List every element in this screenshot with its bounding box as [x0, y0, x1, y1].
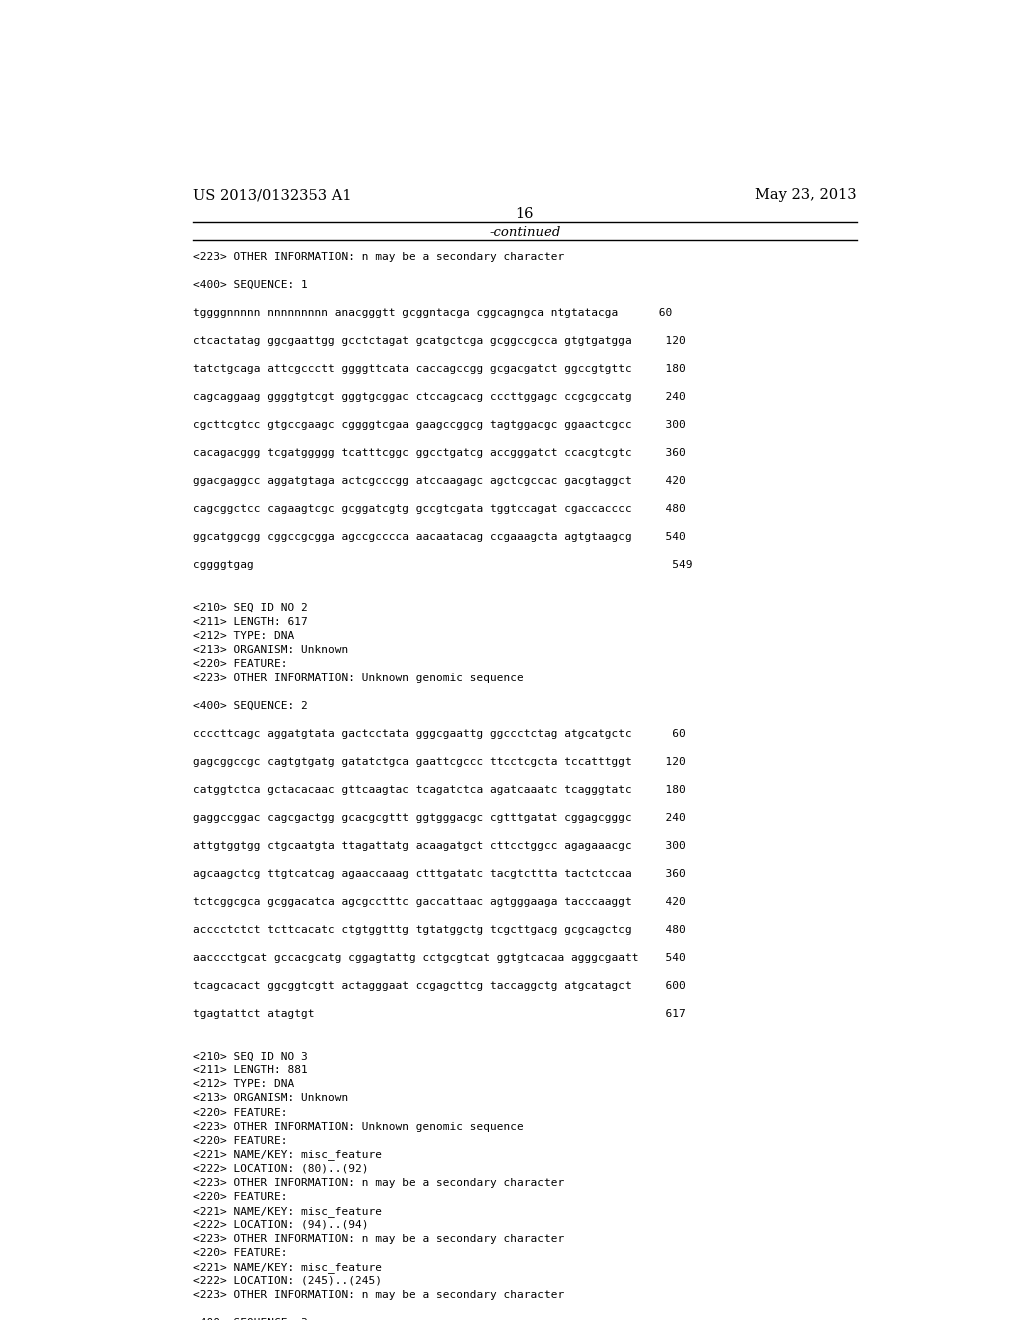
Text: <221> NAME/KEY: misc_feature: <221> NAME/KEY: misc_feature: [194, 1205, 382, 1217]
Text: <400> SEQUENCE: 2: <400> SEQUENCE: 2: [194, 701, 308, 710]
Text: <212> TYPE: DNA: <212> TYPE: DNA: [194, 1080, 294, 1089]
Text: <220> FEATURE:: <220> FEATURE:: [194, 1192, 288, 1201]
Text: <211> LENGTH: 881: <211> LENGTH: 881: [194, 1065, 308, 1076]
Text: <213> ORGANISM: Unknown: <213> ORGANISM: Unknown: [194, 1093, 348, 1104]
Text: gaggccggac cagcgactgg gcacgcgttt ggtgggacgc cgtttgatat cggagcgggc     240: gaggccggac cagcgactgg gcacgcgttt ggtggga…: [194, 813, 686, 822]
Text: cacagacggg tcgatggggg tcatttcggc ggcctgatcg accgggatct ccacgtcgtc     360: cacagacggg tcgatggggg tcatttcggc ggcctga…: [194, 449, 686, 458]
Text: <221> NAME/KEY: misc_feature: <221> NAME/KEY: misc_feature: [194, 1150, 382, 1160]
Text: <223> OTHER INFORMATION: n may be a secondary character: <223> OTHER INFORMATION: n may be a seco…: [194, 252, 564, 261]
Text: <222> LOCATION: (94)..(94): <222> LOCATION: (94)..(94): [194, 1220, 369, 1230]
Text: <400> SEQUENCE: 3: <400> SEQUENCE: 3: [194, 1317, 308, 1320]
Text: tcagcacact ggcggtcgtt actagggaat ccgagcttcg taccaggctg atgcatagct     600: tcagcacact ggcggtcgtt actagggaat ccgagct…: [194, 981, 686, 991]
Text: <400> SEQUENCE: 1: <400> SEQUENCE: 1: [194, 280, 308, 290]
Text: <220> FEATURE:: <220> FEATURE:: [194, 1247, 288, 1258]
Text: <223> OTHER INFORMATION: Unknown genomic sequence: <223> OTHER INFORMATION: Unknown genomic…: [194, 673, 524, 682]
Text: <222> LOCATION: (80)..(92): <222> LOCATION: (80)..(92): [194, 1164, 369, 1173]
Text: ggacgaggcc aggatgtaga actcgcccgg atccaagagc agctcgccac gacgtaggct     420: ggacgaggcc aggatgtaga actcgcccgg atccaag…: [194, 477, 686, 486]
Text: acccctctct tcttcacatc ctgtggtttg tgtatggctg tcgcttgacg gcgcagctcg     480: acccctctct tcttcacatc ctgtggtttg tgtatgg…: [194, 925, 686, 935]
Text: ccccttcagc aggatgtata gactcctata gggcgaattg ggccctctag atgcatgctc      60: ccccttcagc aggatgtata gactcctata gggcgaa…: [194, 729, 686, 739]
Text: <223> OTHER INFORMATION: n may be a secondary character: <223> OTHER INFORMATION: n may be a seco…: [194, 1177, 564, 1188]
Text: tatctgcaga attcgccctt ggggttcata caccagccgg gcgacgatct ggccgtgttc     180: tatctgcaga attcgccctt ggggttcata caccagc…: [194, 364, 686, 374]
Text: attgtggtgg ctgcaatgta ttagattatg acaagatgct cttcctggcc agagaaacgc     300: attgtggtgg ctgcaatgta ttagattatg acaagat…: [194, 841, 686, 851]
Text: <212> TYPE: DNA: <212> TYPE: DNA: [194, 631, 294, 640]
Text: <220> FEATURE:: <220> FEATURE:: [194, 1135, 288, 1146]
Text: cagcaggaag ggggtgtcgt gggtgcggac ctccagcacg cccttggagc ccgcgccatg     240: cagcaggaag ggggtgtcgt gggtgcggac ctccagc…: [194, 392, 686, 403]
Text: <223> OTHER INFORMATION: n may be a secondary character: <223> OTHER INFORMATION: n may be a seco…: [194, 1290, 564, 1300]
Text: May 23, 2013: May 23, 2013: [755, 189, 856, 202]
Text: 16: 16: [515, 207, 535, 220]
Text: <213> ORGANISM: Unknown: <213> ORGANISM: Unknown: [194, 644, 348, 655]
Text: tgagtattct atagtgt                                                    617: tgagtattct atagtgt 617: [194, 1010, 686, 1019]
Text: <220> FEATURE:: <220> FEATURE:: [194, 659, 288, 669]
Text: <211> LENGTH: 617: <211> LENGTH: 617: [194, 616, 308, 627]
Text: tggggnnnnn nnnnnnnnn anacgggtt gcggntacga cggcagngca ntgtatacga      60: tggggnnnnn nnnnnnnnn anacgggtt gcggntacg…: [194, 308, 673, 318]
Text: US 2013/0132353 A1: US 2013/0132353 A1: [194, 189, 351, 202]
Text: <221> NAME/KEY: misc_feature: <221> NAME/KEY: misc_feature: [194, 1262, 382, 1272]
Text: gagcggccgc cagtgtgatg gatatctgca gaattcgccc ttcctcgcta tccatttggt     120: gagcggccgc cagtgtgatg gatatctgca gaattcg…: [194, 756, 686, 767]
Text: ctcactatag ggcgaattgg gcctctagat gcatgctcga gcggccgcca gtgtgatgga     120: ctcactatag ggcgaattgg gcctctagat gcatgct…: [194, 337, 686, 346]
Text: catggtctca gctacacaac gttcaagtac tcagatctca agatcaaatc tcagggtatc     180: catggtctca gctacacaac gttcaagtac tcagatc…: [194, 785, 686, 795]
Text: <210> SEQ ID NO 3: <210> SEQ ID NO 3: [194, 1052, 308, 1061]
Text: cagcggctcc cagaagtcgc gcggatcgtg gccgtcgata tggtccagat cgaccacccc     480: cagcggctcc cagaagtcgc gcggatcgtg gccgtcg…: [194, 504, 686, 515]
Text: <223> OTHER INFORMATION: Unknown genomic sequence: <223> OTHER INFORMATION: Unknown genomic…: [194, 1122, 524, 1131]
Text: agcaagctcg ttgtcatcag agaaccaaag ctttgatatc tacgtcttta tactctccaa     360: agcaagctcg ttgtcatcag agaaccaaag ctttgat…: [194, 869, 686, 879]
Text: aacccctgcat gccacgcatg cggagtattg cctgcgtcat ggtgtcacaa agggcgaatt    540: aacccctgcat gccacgcatg cggagtattg cctgcg…: [194, 953, 686, 964]
Text: ggcatggcgg cggccgcgga agccgcccca aacaatacag ccgaaagcta agtgtaagcg     540: ggcatggcgg cggccgcgga agccgcccca aacaata…: [194, 532, 686, 543]
Text: <222> LOCATION: (245)..(245): <222> LOCATION: (245)..(245): [194, 1276, 382, 1286]
Text: -continued: -continued: [489, 226, 560, 239]
Text: <220> FEATURE:: <220> FEATURE:: [194, 1107, 288, 1118]
Text: tctcggcgca gcggacatca agcgcctttc gaccattaac agtgggaaga tacccaaggt     420: tctcggcgca gcggacatca agcgcctttc gaccatt…: [194, 898, 686, 907]
Text: cgcttcgtcc gtgccgaagc cggggtcgaa gaagccggcg tagtggacgc ggaactcgcc     300: cgcttcgtcc gtgccgaagc cggggtcgaa gaagccg…: [194, 420, 686, 430]
Text: cggggtgag                                                              549: cggggtgag 549: [194, 561, 692, 570]
Text: <210> SEQ ID NO 2: <210> SEQ ID NO 2: [194, 602, 308, 612]
Text: <223> OTHER INFORMATION: n may be a secondary character: <223> OTHER INFORMATION: n may be a seco…: [194, 1234, 564, 1243]
